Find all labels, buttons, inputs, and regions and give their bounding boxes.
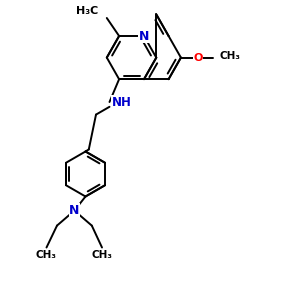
Text: N: N xyxy=(139,29,149,43)
Text: N: N xyxy=(69,204,80,217)
Text: CH₃: CH₃ xyxy=(219,51,240,61)
Text: CH₃: CH₃ xyxy=(36,250,57,260)
Text: NH: NH xyxy=(112,95,132,109)
Text: H₃C: H₃C xyxy=(76,6,98,16)
Text: O: O xyxy=(193,52,203,63)
Text: CH₃: CH₃ xyxy=(92,250,112,260)
